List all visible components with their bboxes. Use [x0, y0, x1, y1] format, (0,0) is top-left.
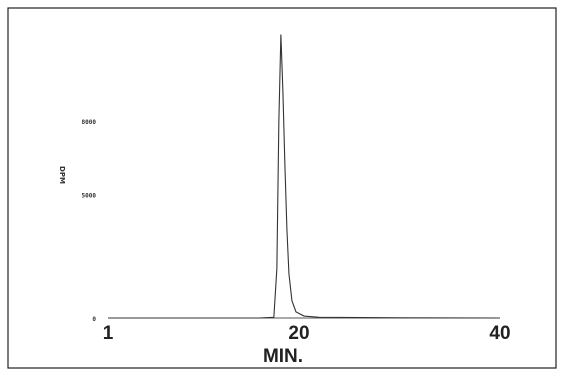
series-line [108, 34, 500, 318]
y-tick-label: 8000 [82, 119, 97, 126]
y-tick-label: 0 [92, 316, 96, 323]
x-tick-label: 1 [103, 323, 114, 344]
y-tick-labels: 0 5000 8000 [82, 119, 97, 323]
x-tick-label: 20 [288, 323, 309, 344]
y-tick-label: 5000 [82, 193, 97, 200]
x-tick-label: 40 [489, 323, 510, 344]
y-axis-label: DPM [58, 166, 66, 184]
x-axis-label: MIN. [263, 346, 303, 367]
x-tick-labels: 1 20 40 [103, 323, 511, 344]
